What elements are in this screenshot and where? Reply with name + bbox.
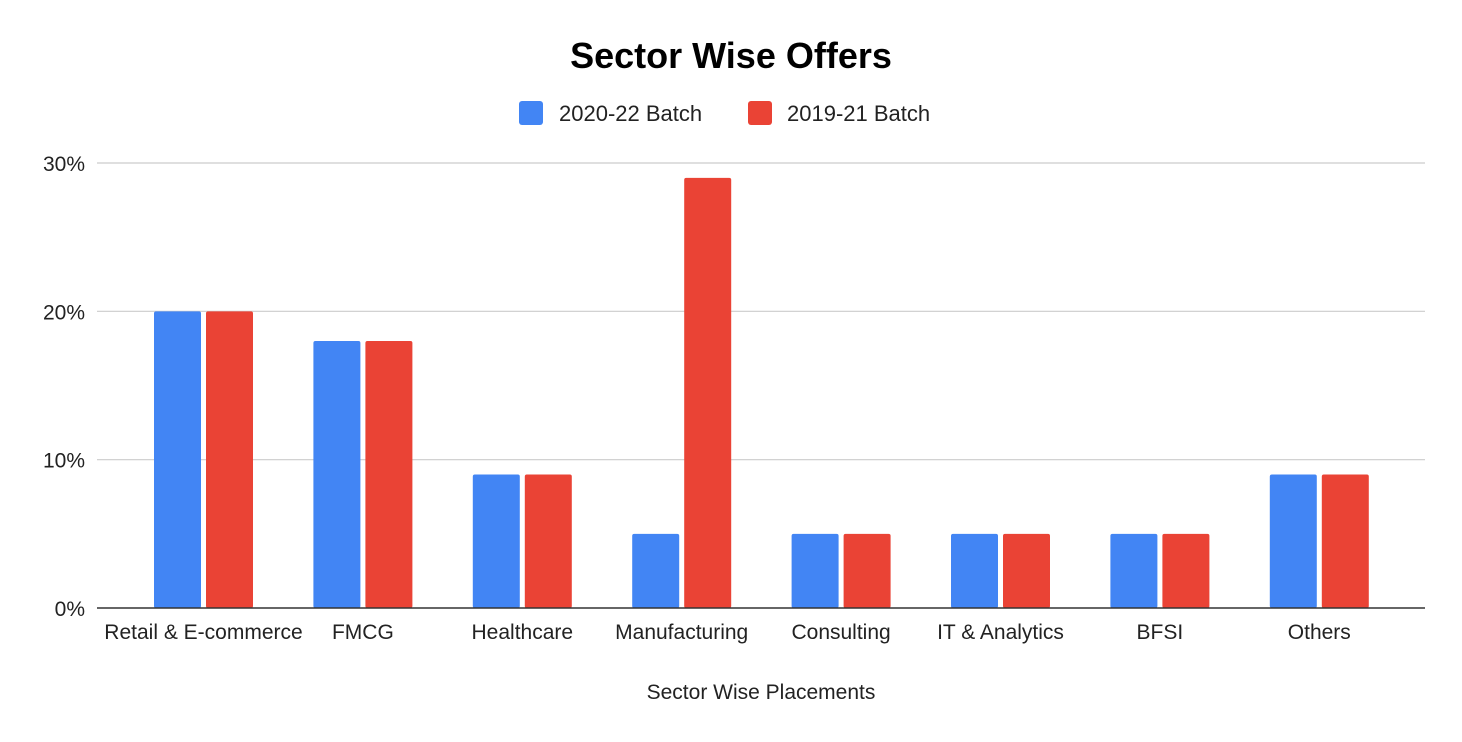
x-tick-label: Healthcare [472,621,574,644]
chart-title: Sector Wise Offers [570,35,892,76]
bar-series1 [632,533,680,608]
y-tick-label: 30% [43,153,85,176]
y-axis-ticks: 0% 10% 20% 30% [43,153,85,621]
bar-series1 [472,474,520,608]
bar-series1 [1110,533,1158,608]
legend-label-2020-22: 2020-22 Batch [559,101,702,126]
bar-series2 [206,311,253,608]
bar-series2 [524,474,572,608]
legend: 2020-22 Batch 2019-21 Batch [519,101,930,126]
bar-series1 [313,341,361,608]
bar-series1 [791,533,839,608]
legend-label-2019-21: 2019-21 Batch [787,101,930,126]
bar-series1 [1269,474,1317,608]
bars [154,177,1369,609]
y-tick-label: 10% [43,450,85,473]
x-tick-label: Consulting [791,621,890,644]
x-tick-label: FMCG [332,621,394,644]
legend-swatch-2020-22 [519,101,543,125]
bar-series2 [1003,533,1050,608]
x-tick-label: IT & Analytics [937,621,1064,644]
x-axis-title: Sector Wise Placements [647,681,876,704]
gridlines [97,162,1425,461]
y-tick-label: 20% [43,301,85,324]
x-tick-label: Retail & E-commerce [104,621,302,644]
legend-swatch-2019-21 [748,101,772,125]
x-tick-label: BFSI [1137,621,1184,644]
x-axis-ticks: Retail & E-commerce FMCG Healthcare Manufac… [104,621,1351,644]
bar-series1 [154,311,201,608]
bar-series2 [684,177,732,609]
x-tick-label: Manufacturing [615,621,748,644]
bar-series1 [951,533,998,608]
bar-series2 [365,341,413,608]
bar-series2 [843,533,891,608]
x-tick-label: Others [1288,621,1351,644]
bar-series2 [1162,533,1210,608]
bar-series2 [1321,474,1369,608]
y-tick-label: 0% [55,598,85,621]
